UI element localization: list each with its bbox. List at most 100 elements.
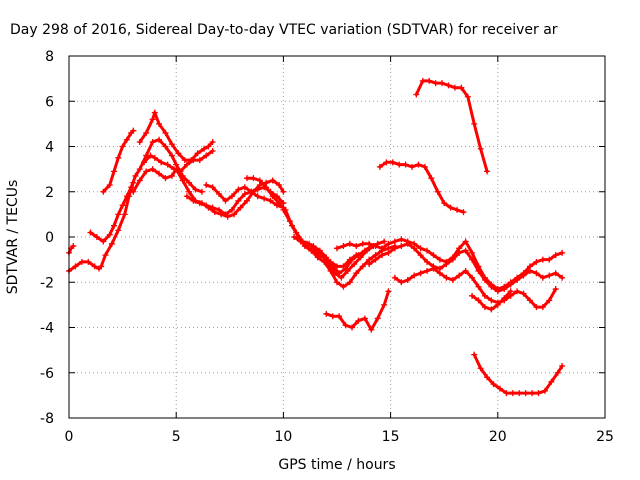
x-tick-label: 10 [274, 429, 292, 445]
data-point [111, 168, 118, 175]
series-trace [324, 289, 390, 332]
series-10 [243, 175, 373, 270]
x-tick-label: 0 [65, 429, 74, 445]
data-point [548, 378, 555, 385]
data-point [436, 270, 443, 277]
series-12 [291, 234, 388, 277]
data-point [469, 249, 476, 256]
data-point [198, 188, 205, 195]
data-point [149, 166, 156, 173]
x-axis-label: GPS time / hours [278, 457, 395, 473]
y-tick-label: -8 [40, 411, 54, 427]
data-point [398, 236, 405, 243]
data-point [430, 252, 437, 259]
data-point [484, 168, 491, 175]
data-point [402, 161, 409, 168]
data-point [201, 145, 208, 152]
data-point [451, 84, 458, 91]
data-point [535, 390, 542, 397]
data-point [334, 279, 340, 286]
data-point [346, 240, 353, 247]
data-point [203, 152, 210, 159]
data-point [404, 276, 411, 283]
data-point [254, 193, 261, 200]
data-point [417, 245, 424, 252]
data-point [106, 231, 113, 238]
data-point [443, 274, 450, 281]
data-point [256, 177, 263, 184]
data-point [111, 222, 118, 229]
data-point [426, 77, 433, 84]
data-point [411, 245, 418, 252]
data-point [329, 313, 336, 320]
data-point [316, 247, 323, 254]
data-point [179, 177, 186, 184]
data-point [85, 258, 92, 265]
data-point [419, 77, 426, 84]
data-point [72, 263, 79, 270]
data-point [162, 129, 169, 136]
data-point [196, 157, 203, 164]
data-point [156, 136, 163, 143]
data-point [248, 188, 255, 195]
axis-ticks: 0 5 10 15 20 25 -8 -6 -4 -2 0 2 4 6 8 [40, 49, 614, 445]
data-point [441, 200, 448, 207]
data-point [415, 161, 422, 168]
series-trace [393, 267, 558, 309]
series-20 [413, 77, 491, 175]
data-point [93, 234, 100, 240]
data-point [186, 188, 193, 195]
data-point [136, 177, 143, 184]
data-point [91, 263, 98, 270]
data-point [430, 265, 437, 272]
data-point [484, 374, 491, 381]
data-point [340, 283, 347, 290]
data-point [78, 258, 85, 265]
data-point [196, 200, 203, 207]
data-point [460, 209, 467, 216]
data-point [552, 286, 559, 293]
data-point [216, 191, 223, 198]
data-point [428, 175, 435, 182]
data-point [128, 184, 135, 191]
data-point [372, 243, 379, 250]
data-point [175, 150, 182, 157]
data-point [546, 272, 553, 279]
data-point [458, 84, 465, 91]
data-point [501, 295, 508, 302]
data-point [383, 159, 390, 166]
series-trace [414, 79, 489, 173]
data-point [151, 109, 158, 116]
y-tick-label: -6 [40, 366, 54, 382]
data-point [533, 270, 540, 277]
data-point [541, 387, 548, 394]
data-point [314, 254, 321, 261]
data-point [456, 272, 463, 279]
data-point [439, 80, 446, 87]
series-0 [66, 243, 77, 256]
data-point [552, 252, 559, 259]
data-point [366, 261, 373, 268]
data-point [488, 283, 495, 290]
data-point [243, 175, 250, 182]
data-point [119, 202, 126, 209]
data-point [520, 272, 527, 279]
data-point [254, 186, 261, 193]
data-point [162, 175, 169, 182]
series-4 [136, 109, 216, 164]
data-point [342, 322, 349, 329]
data-point [209, 148, 216, 155]
data-point [132, 172, 139, 179]
data-point [434, 188, 441, 195]
data-point [488, 306, 495, 313]
data-point [396, 161, 403, 168]
data-point [349, 256, 356, 263]
data-point [496, 385, 503, 392]
data-point [462, 267, 469, 274]
data-point [526, 297, 533, 304]
data-point [280, 206, 287, 213]
data-point [143, 168, 150, 175]
x-tick-label: 15 [382, 429, 400, 445]
data-point [192, 186, 199, 193]
data-point [398, 243, 405, 250]
